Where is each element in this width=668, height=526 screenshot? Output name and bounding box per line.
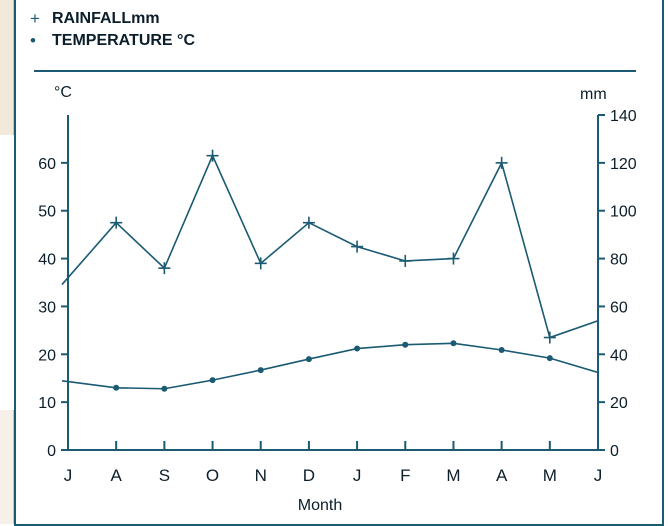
right-tick-label: 20 bbox=[610, 395, 628, 412]
rainfall-point bbox=[206, 149, 219, 162]
left-tick-label: 0 bbox=[47, 443, 56, 460]
rainfall-point bbox=[110, 216, 123, 229]
chart-axes: 0 10 20 30 40 50 60 0 20 40 60 80 100 120 140 J A S O N D J F M… bbox=[38, 108, 637, 485]
month-label: D bbox=[303, 466, 315, 485]
right-tick-label: 60 bbox=[610, 299, 628, 316]
legend-divider bbox=[34, 70, 636, 72]
month-label: J bbox=[64, 466, 73, 485]
legend-label-rainfall: RAINFALLmm bbox=[52, 10, 160, 27]
rainfall-point bbox=[447, 252, 460, 265]
temperature-point bbox=[113, 384, 120, 391]
temperature-point bbox=[161, 385, 168, 392]
temperature-point bbox=[305, 356, 312, 363]
right-tick-label: 140 bbox=[610, 108, 637, 125]
month-label: M bbox=[543, 466, 557, 485]
chart-frame bbox=[14, 0, 664, 526]
month-label: M bbox=[446, 466, 460, 485]
temperature-point bbox=[498, 346, 505, 353]
left-tick-label: 20 bbox=[38, 347, 56, 364]
rainfall-point bbox=[495, 156, 508, 169]
chart-legend: + RAINFALLmm • TEMPERATURE °C bbox=[30, 8, 195, 52]
right-tick-label: 80 bbox=[610, 252, 628, 269]
month-label: O bbox=[206, 466, 219, 485]
month-label: A bbox=[496, 466, 508, 485]
left-tick-label: 40 bbox=[38, 252, 56, 269]
rainfall-point bbox=[351, 240, 364, 253]
left-tick-label: 10 bbox=[38, 395, 56, 412]
temperature-line bbox=[61, 342, 598, 390]
legend-item-temperature: • TEMPERATURE °C bbox=[30, 30, 195, 52]
rainfall-point bbox=[543, 331, 556, 344]
legend-label-temperature: TEMPERATURE °C bbox=[52, 32, 195, 49]
rainfall-point bbox=[399, 254, 412, 267]
right-tick-label: 40 bbox=[610, 347, 628, 364]
rainfall-line bbox=[61, 153, 598, 339]
month-label: A bbox=[111, 466, 123, 485]
temperature-point bbox=[450, 340, 457, 347]
left-tick-label: 60 bbox=[38, 156, 56, 173]
temperature-point bbox=[257, 367, 264, 374]
rainfall-point bbox=[302, 216, 315, 229]
right-tick-label: 100 bbox=[610, 204, 637, 221]
temperature-point bbox=[209, 377, 216, 384]
left-axis-unit: °C bbox=[54, 84, 72, 101]
rainfall-point bbox=[158, 262, 171, 275]
x-axis-label: Month bbox=[298, 497, 342, 514]
left-tick-label: 50 bbox=[38, 204, 56, 221]
right-tick-label: 120 bbox=[610, 156, 637, 173]
left-tick-label: 30 bbox=[38, 299, 56, 316]
month-label: J bbox=[353, 466, 362, 485]
month-label: F bbox=[400, 466, 410, 485]
temperature-point bbox=[402, 341, 409, 348]
chart-marks bbox=[61, 149, 598, 392]
right-axis-unit: mm bbox=[580, 86, 607, 103]
rainfall-point bbox=[254, 257, 267, 270]
month-label: N bbox=[255, 466, 267, 485]
month-label: J bbox=[594, 466, 603, 485]
month-label: S bbox=[159, 466, 170, 485]
right-tick-label: 0 bbox=[610, 443, 619, 460]
plus-marker-icon: + bbox=[30, 9, 40, 28]
temperature-point bbox=[354, 345, 361, 352]
dot-marker-icon: • bbox=[30, 31, 36, 50]
legend-item-rainfall: + RAINFALLmm bbox=[30, 8, 195, 30]
temperature-point bbox=[546, 355, 553, 362]
